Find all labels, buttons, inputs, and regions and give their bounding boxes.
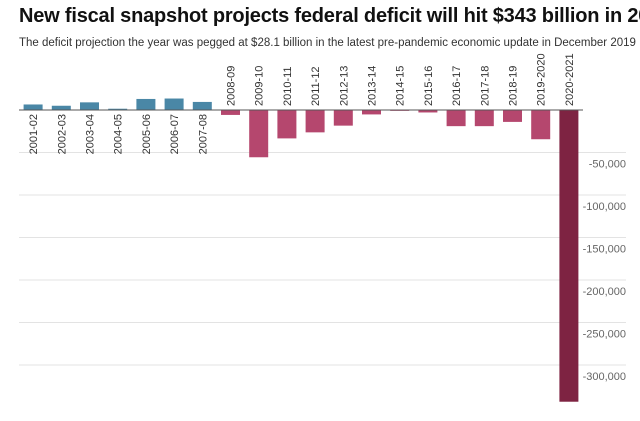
category-label: 2017-18 bbox=[479, 66, 491, 106]
chart-subtitle: The deficit projection the year was pegg… bbox=[19, 37, 636, 49]
y-tick-labels: -300,000 -250,000 -200,000 -150,000 -100,000… bbox=[583, 159, 626, 384]
bar bbox=[192, 101, 212, 110]
bar bbox=[136, 98, 156, 110]
y-tick-label: -100,000 bbox=[583, 201, 626, 213]
category-labels: 2001-02 2002-03 2003-04 2004-05 2005-06 2006-… bbox=[28, 53, 576, 154]
category-label: 2009-10 bbox=[254, 66, 266, 106]
bar bbox=[221, 110, 240, 115]
bar bbox=[474, 110, 494, 127]
bar bbox=[362, 110, 381, 115]
bar bbox=[249, 110, 269, 158]
gridlines bbox=[19, 152, 626, 366]
y-tick-label: -250,000 bbox=[583, 329, 626, 341]
bar bbox=[277, 110, 297, 139]
y-tick-label: -200,000 bbox=[583, 286, 626, 298]
bar bbox=[51, 105, 71, 110]
y-tick-label: -50,000 bbox=[589, 159, 626, 171]
category-label: 2007-08 bbox=[197, 114, 209, 154]
bar bbox=[333, 110, 353, 126]
bars bbox=[23, 98, 579, 402]
bar bbox=[418, 110, 438, 113]
category-label: 2006-07 bbox=[169, 114, 181, 154]
category-label: 2001-02 bbox=[28, 114, 40, 154]
category-label: 2019-2020 bbox=[536, 53, 548, 106]
category-label: 2003-04 bbox=[85, 114, 97, 154]
y-tick-label: -150,000 bbox=[583, 244, 626, 256]
bar bbox=[305, 110, 325, 133]
category-label: 2014-15 bbox=[395, 66, 407, 106]
bar bbox=[23, 104, 43, 110]
category-label: 2016-17 bbox=[451, 66, 463, 106]
category-label: 2004-05 bbox=[113, 114, 125, 154]
bar bbox=[503, 110, 522, 122]
category-label: 2012-13 bbox=[338, 66, 350, 106]
bar bbox=[559, 110, 579, 402]
category-label: 2020-2021 bbox=[564, 53, 576, 106]
category-label: 2008-09 bbox=[226, 66, 238, 106]
bar bbox=[108, 108, 128, 110]
category-label: 2015-16 bbox=[423, 66, 435, 106]
y-tick-label: -300,000 bbox=[583, 371, 626, 383]
category-label: 2005-06 bbox=[141, 114, 153, 154]
bar bbox=[446, 110, 466, 127]
category-label: 2018-19 bbox=[508, 66, 520, 106]
category-label: 2002-03 bbox=[56, 114, 68, 154]
chart-title: New fiscal snapshot projects federal def… bbox=[19, 5, 640, 27]
bar bbox=[80, 102, 99, 110]
category-label: 2010-11 bbox=[282, 66, 294, 106]
bar bbox=[164, 98, 184, 110]
bar bbox=[531, 110, 551, 140]
category-label: 2011-12 bbox=[310, 66, 322, 106]
category-label: 2013-14 bbox=[367, 66, 379, 106]
